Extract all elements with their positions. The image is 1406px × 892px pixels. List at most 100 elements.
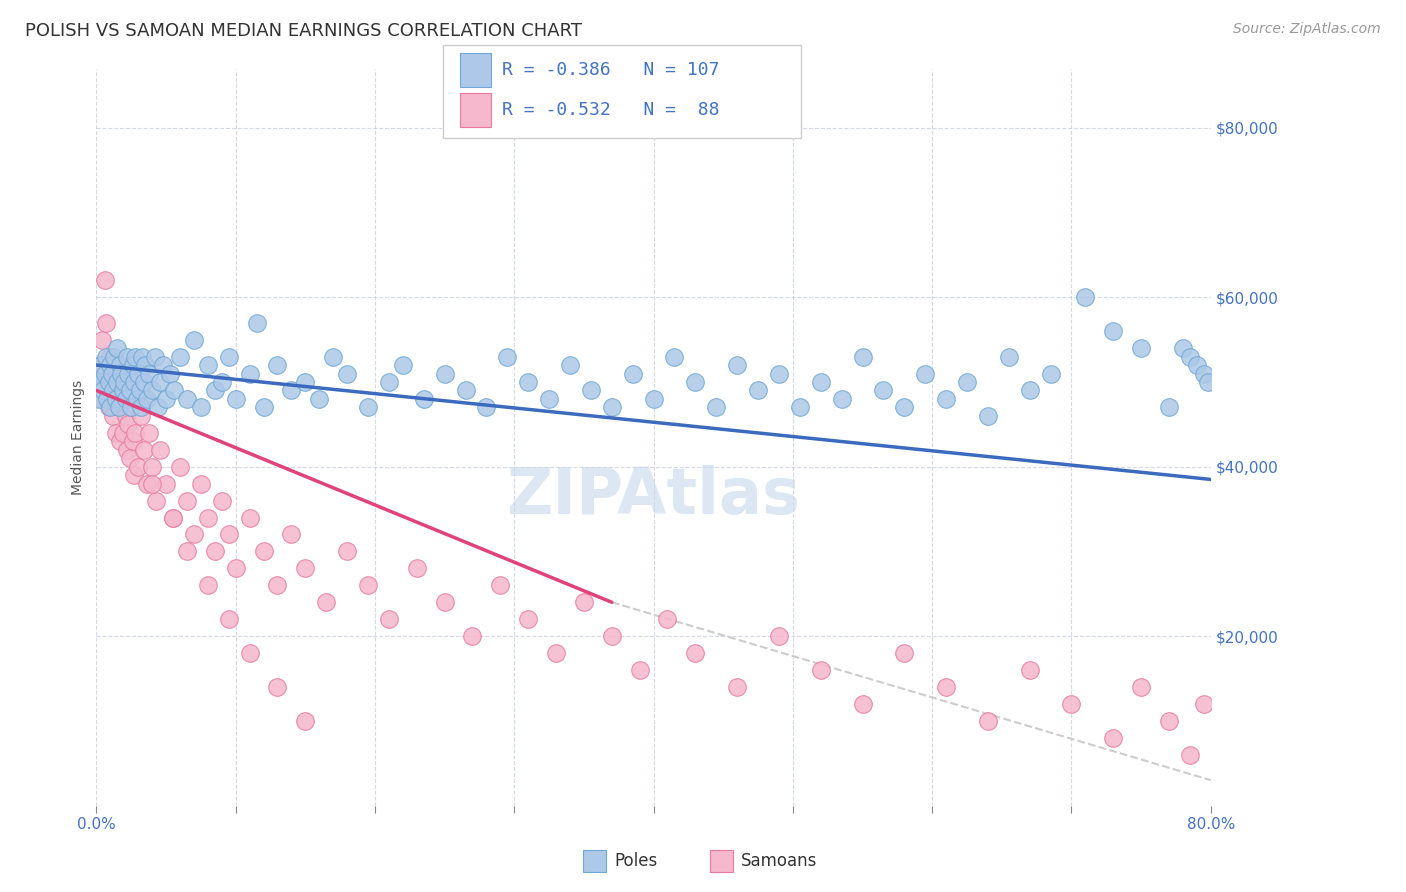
Point [1192,697,1215,711]
Point [89,384,111,398]
Point [294,561,316,575]
Point [111,384,134,398]
Point [489,578,512,592]
Point [135,476,157,491]
Point [997,350,1019,364]
Point [294,375,316,389]
Point [105,341,128,355]
Point [94,316,117,330]
Point [163,384,186,398]
Point [600,401,623,415]
Point [218,350,240,364]
Point [118,384,141,398]
Point [747,384,769,398]
Point [412,392,434,406]
Point [211,375,233,389]
Point [115,442,138,457]
Point [496,350,519,364]
Point [149,375,172,389]
Point [169,459,191,474]
Point [245,316,267,330]
Point [405,561,427,575]
Point [872,384,894,398]
Point [252,544,274,558]
Y-axis label: Median Earnings: Median Earnings [72,379,86,495]
Point [475,401,498,415]
Point [378,612,401,626]
Point [149,442,172,457]
Point [118,451,141,466]
Point [131,350,153,364]
Point [308,392,330,406]
Point [90,358,112,372]
Point [104,392,127,406]
Point [132,442,155,457]
Point [112,375,135,389]
Point [90,358,112,372]
Point [93,273,115,287]
Point [239,646,262,660]
Point [558,358,581,372]
Point [134,358,156,372]
Point [176,392,198,406]
Point [155,392,177,406]
Point [100,367,122,381]
Point [357,578,380,592]
Point [810,375,832,389]
Point [183,333,205,347]
Point [725,358,748,372]
Point [197,578,219,592]
Point [120,401,142,415]
Point [101,409,124,423]
Text: Source: ZipAtlas.com: Source: ZipAtlas.com [1233,22,1381,37]
Point [162,510,184,524]
Point [357,401,380,415]
Point [135,392,157,406]
Point [336,367,359,381]
Point [956,375,979,389]
Point [893,401,915,415]
Point [122,468,145,483]
Point [124,350,146,364]
Point [124,425,146,440]
Point [294,714,316,728]
Point [114,392,136,406]
Point [197,510,219,524]
Point [100,375,122,389]
Point [91,392,114,406]
Point [90,375,112,389]
Point [138,367,160,381]
Point [105,358,128,372]
Point [108,358,131,372]
Point [461,629,484,643]
Point [621,367,644,381]
Point [117,367,139,381]
Point [1102,324,1125,338]
Point [1185,358,1208,372]
Point [239,510,262,524]
Point [197,358,219,372]
Point [685,375,707,389]
Point [169,350,191,364]
Point [392,358,415,372]
Point [145,493,167,508]
Point [103,350,125,364]
Point [98,401,121,415]
Point [266,680,288,694]
Point [152,358,174,372]
Point [155,476,177,491]
Point [1197,375,1219,389]
Point [117,417,139,432]
Point [1102,731,1125,745]
Point [378,375,401,389]
Point [768,367,790,381]
Point [128,384,150,398]
Point [851,350,873,364]
Point [93,367,115,381]
Point [1130,680,1153,694]
Point [105,375,128,389]
Point [544,646,567,660]
Point [108,434,131,449]
Point [98,358,121,372]
Point [127,459,149,474]
